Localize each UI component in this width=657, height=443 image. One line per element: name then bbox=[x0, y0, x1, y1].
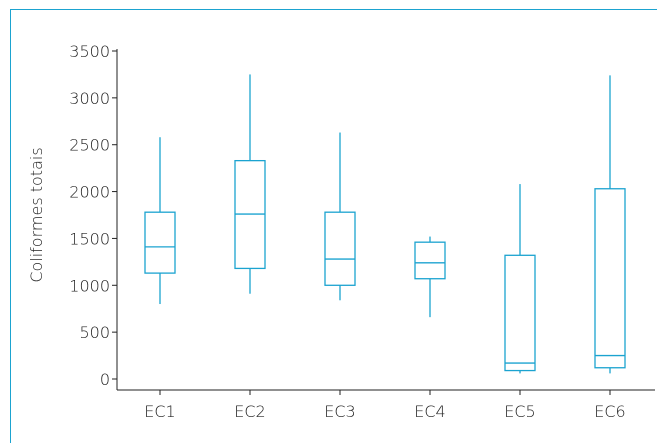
x-tick-label: EC6 bbox=[594, 402, 625, 421]
y-tick-label: 3000 bbox=[69, 89, 110, 108]
box-series bbox=[144, 74, 626, 374]
y-tick-label: 500 bbox=[79, 323, 110, 342]
x-tick-label: EC5 bbox=[504, 402, 535, 421]
x-tick-label: EC1 bbox=[144, 402, 175, 421]
box-ec5 bbox=[504, 184, 536, 374]
y-tick-label: 1000 bbox=[69, 276, 110, 295]
y-axis-title: Coliformes totais bbox=[27, 147, 46, 282]
box-ec4 bbox=[414, 236, 446, 318]
box-ec1 bbox=[144, 137, 176, 305]
iqr-box bbox=[594, 188, 626, 369]
y-tick-label: 0 bbox=[100, 370, 110, 389]
y-tick-label: 2000 bbox=[69, 183, 110, 202]
x-tick-label: EC3 bbox=[324, 402, 355, 421]
y-tick-label: 1500 bbox=[69, 229, 110, 248]
x-tick-label: EC2 bbox=[234, 402, 265, 421]
box-ec3 bbox=[324, 132, 356, 301]
iqr-box bbox=[504, 254, 536, 372]
x-axis-ticks: EC1 EC2 EC3 EC4 EC5 EC6 bbox=[144, 390, 626, 421]
y-tick-label: 3500 bbox=[69, 42, 110, 61]
y-axis-ticks: 0 500 1000 1500 2000 2500 3000 3500 bbox=[69, 42, 117, 389]
box-ec6 bbox=[594, 75, 626, 374]
y-tick-label: 2500 bbox=[69, 136, 110, 155]
box-ec2 bbox=[234, 74, 266, 294]
x-tick-label: EC4 bbox=[414, 402, 445, 421]
figure-frame bbox=[10, 9, 657, 443]
iqr-box bbox=[414, 241, 446, 280]
iqr-box bbox=[144, 211, 176, 274]
iqr-box bbox=[324, 211, 356, 286]
